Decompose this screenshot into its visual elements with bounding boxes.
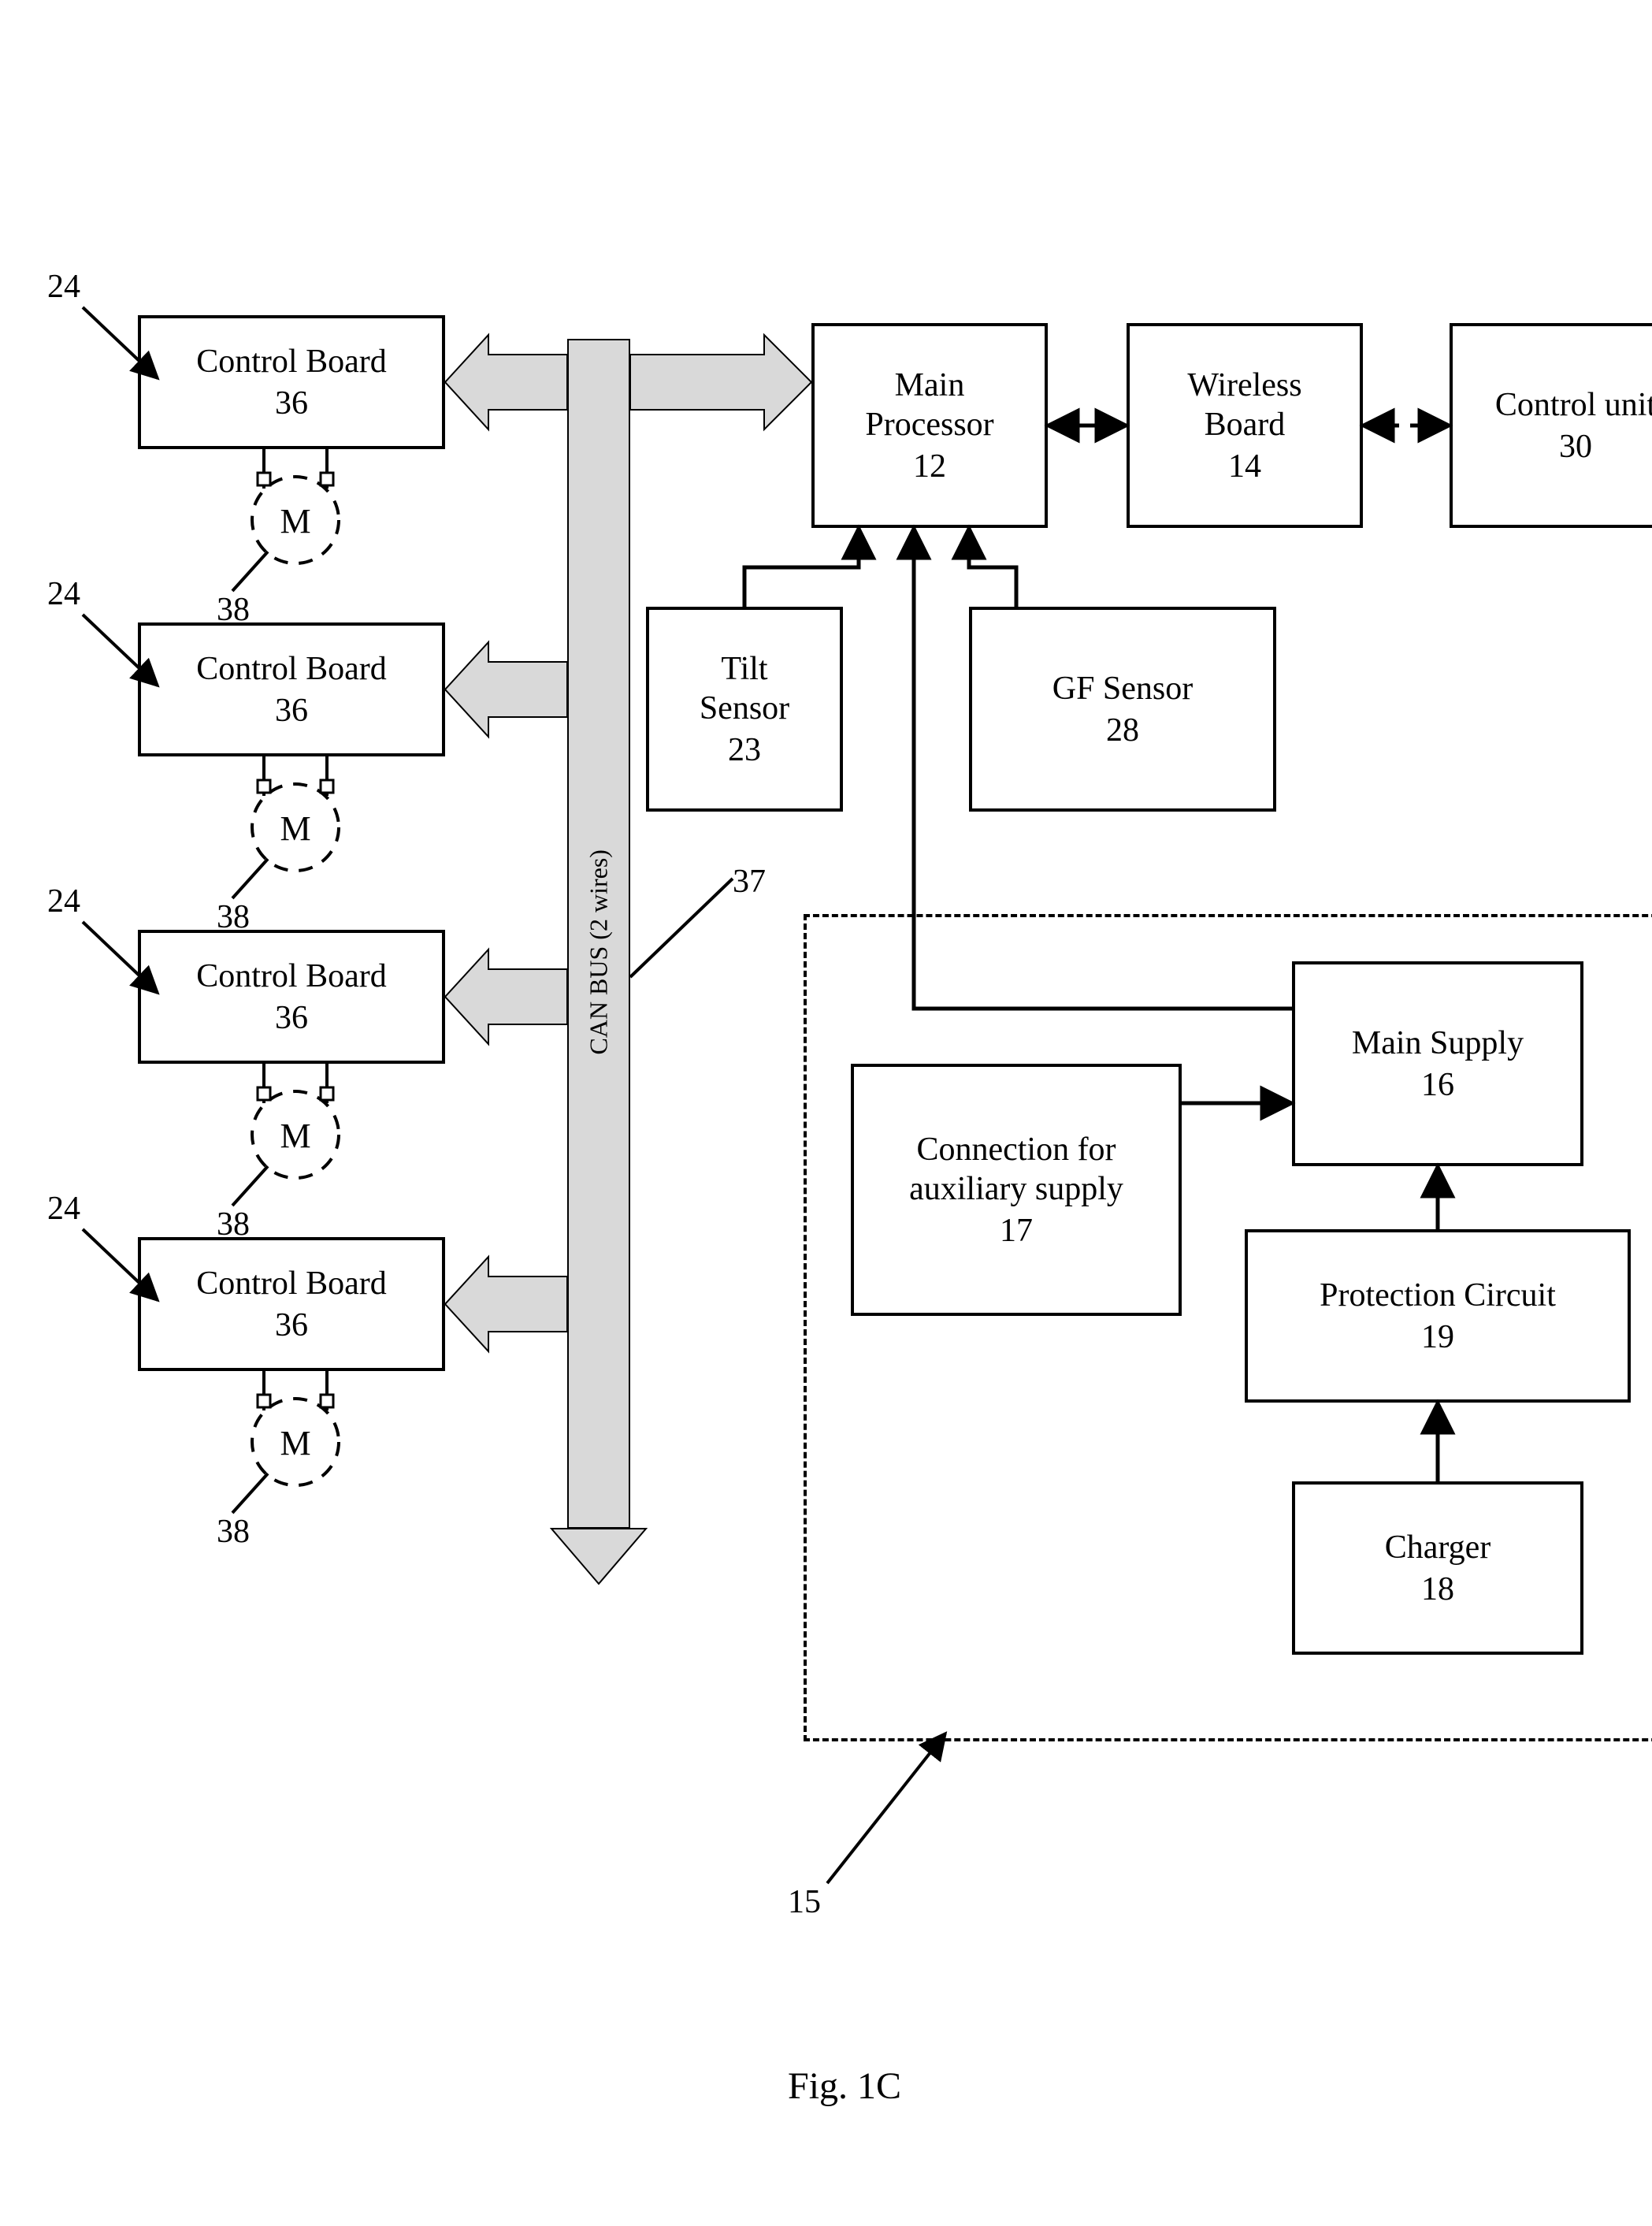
control-board-4-num: 36 (275, 1306, 308, 1344)
ref-24-2: 24 (47, 575, 80, 613)
ref-24-4: 24 (47, 1190, 80, 1228)
ref-38-4: 38 (217, 1513, 250, 1551)
tilt-sensor-label: TiltSensor (700, 649, 789, 729)
control-board-1-label: Control Board (196, 342, 386, 381)
control-unit-num: 30 (1559, 428, 1592, 466)
control-board-4: Control Board 36 (138, 1237, 445, 1371)
aux-supply-box: Connection forauxiliary supply 17 (851, 1064, 1182, 1316)
figure-caption: Fig. 1C (788, 2064, 901, 2108)
main-supply-label: Main Supply (1352, 1024, 1524, 1063)
control-board-3: Control Board 36 (138, 930, 445, 1064)
ref-38-3: 38 (217, 1206, 250, 1243)
wireless-board-num: 14 (1228, 448, 1261, 485)
main-supply-box: Main Supply 16 (1292, 961, 1583, 1166)
can-bus-label: CAN BUS (2 wires) (585, 803, 614, 1055)
gf-sensor-num: 28 (1106, 712, 1139, 749)
control-unit-box: Control unit 30 (1450, 323, 1652, 528)
tilt-sensor-num: 23 (728, 731, 761, 769)
protection-label: Protection Circuit (1320, 1276, 1556, 1315)
control-board-4-label: Control Board (196, 1264, 386, 1303)
protection-box: Protection Circuit 19 (1245, 1229, 1631, 1403)
svg-text:M: M (280, 502, 310, 541)
charger-label: Charger (1385, 1528, 1491, 1567)
motor-3-icon: M (252, 1064, 339, 1178)
wireless-board-label: WirelessBoard (1187, 366, 1301, 445)
ref-24-1: 24 (47, 268, 80, 306)
charger-num: 18 (1421, 1570, 1454, 1608)
control-board-1-num: 36 (275, 385, 308, 422)
protection-num: 19 (1421, 1318, 1454, 1356)
tilt-sensor-box: TiltSensor 23 (646, 607, 843, 812)
main-supply-num: 16 (1421, 1066, 1454, 1104)
main-processor-num: 12 (913, 448, 946, 485)
svg-text:M: M (280, 809, 310, 848)
aux-supply-label: Connection forauxiliary supply (909, 1130, 1123, 1210)
aux-supply-num: 17 (1000, 1212, 1033, 1250)
control-board-1: Control Board 36 (138, 315, 445, 449)
svg-text:M: M (280, 1424, 310, 1462)
main-processor-box: MainProcessor 12 (811, 323, 1048, 528)
control-board-3-label: Control Board (196, 957, 386, 996)
gf-sensor-label: GF Sensor (1052, 669, 1194, 708)
ref-37: 37 (733, 863, 766, 901)
svg-text:M: M (280, 1117, 310, 1155)
motor-1-icon: M (252, 449, 339, 563)
ref-38-2: 38 (217, 898, 250, 936)
control-board-3-num: 36 (275, 999, 308, 1037)
charger-box: Charger 18 (1292, 1481, 1583, 1655)
gf-sensor-box: GF Sensor 28 (969, 607, 1276, 812)
motor-2-icon: M (252, 756, 339, 871)
control-board-2-label: Control Board (196, 649, 386, 689)
motor-4-icon: M (252, 1371, 339, 1485)
wireless-board-box: WirelessBoard 14 (1127, 323, 1363, 528)
ref-24-3: 24 (47, 883, 80, 920)
control-board-2: Control Board 36 (138, 622, 445, 756)
ref-15: 15 (788, 1883, 821, 1921)
ref-38-1: 38 (217, 591, 250, 629)
control-unit-label: Control unit (1495, 385, 1652, 425)
main-processor-label: MainProcessor (865, 366, 993, 445)
control-board-2-num: 36 (275, 692, 308, 730)
